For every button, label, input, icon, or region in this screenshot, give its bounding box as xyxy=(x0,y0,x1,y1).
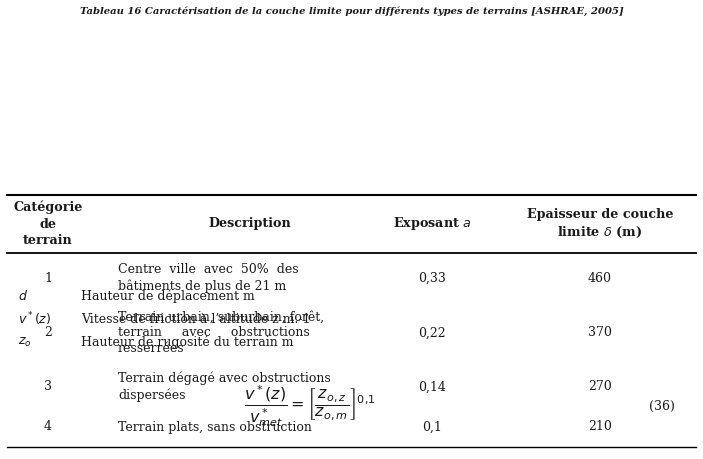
Text: Catégorie
de
terrain: Catégorie de terrain xyxy=(13,201,83,247)
Text: 460: 460 xyxy=(588,272,612,285)
Text: Terrain plats, sans obstruction: Terrain plats, sans obstruction xyxy=(118,420,312,433)
Text: Centre  ville  avec  50%  des
bâtiments de plus de 21 m: Centre ville avec 50% des bâtiments de p… xyxy=(118,263,299,293)
Text: 0,14: 0,14 xyxy=(418,381,446,393)
Text: $\dfrac{v^*(z)}{v^*_{met}} = \left[\dfrac{z_{o,z}}{z_{o,m}}\right]^{0{,}1}$: $\dfrac{v^*(z)}{v^*_{met}} = \left[\dfra… xyxy=(243,383,375,429)
Text: 4: 4 xyxy=(44,420,52,433)
Text: 2: 2 xyxy=(44,326,52,340)
Text: 3: 3 xyxy=(44,381,52,393)
Text: Epaisseur de couche
limite $\delta$ (m): Epaisseur de couche limite $\delta$ (m) xyxy=(527,208,673,240)
Text: 210: 210 xyxy=(588,420,612,433)
Text: 0,1: 0,1 xyxy=(422,420,442,433)
Text: 0,22: 0,22 xyxy=(418,326,446,340)
Text: Hauteur de déplacement m: Hauteur de déplacement m xyxy=(81,289,254,303)
Text: Hauteur de rugosité du terrain m: Hauteur de rugosité du terrain m xyxy=(81,335,293,349)
Text: 0,33: 0,33 xyxy=(418,272,446,285)
Text: Exposant $a$: Exposant $a$ xyxy=(393,215,472,233)
Text: $z_o$: $z_o$ xyxy=(18,336,31,348)
Text: (36): (36) xyxy=(649,400,675,413)
Text: $v^*(z)$: $v^*(z)$ xyxy=(18,310,51,328)
Text: Tableau 16 Caractérisation de la couche limite pour différents types de terrains: Tableau 16 Caractérisation de la couche … xyxy=(79,7,624,16)
Text: Description: Description xyxy=(209,218,291,230)
Text: 270: 270 xyxy=(588,381,612,393)
Text: 370: 370 xyxy=(588,326,612,340)
Text: Vitesse de friction à l’altitude z m.-1: Vitesse de friction à l’altitude z m.-1 xyxy=(81,313,310,325)
Text: 1: 1 xyxy=(44,272,52,285)
Text: Terrain urbain, suburbain, forêt,
terrain     avec     obstructions
resserrées: Terrain urbain, suburbain, forêt, terrai… xyxy=(118,310,324,356)
Text: $d$: $d$ xyxy=(18,289,27,303)
Text: Terrain dégagé avec obstructions
dispersées: Terrain dégagé avec obstructions dispers… xyxy=(118,372,330,402)
